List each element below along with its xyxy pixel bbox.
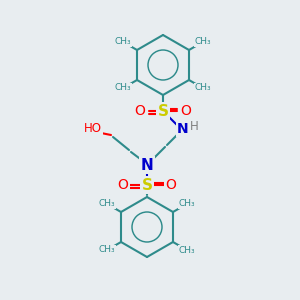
Text: CH₃: CH₃ bbox=[178, 200, 195, 208]
Text: N: N bbox=[177, 122, 189, 136]
Text: CH₃: CH₃ bbox=[115, 83, 131, 92]
Text: O: O bbox=[166, 178, 176, 192]
Text: O: O bbox=[181, 104, 191, 118]
Text: S: S bbox=[158, 103, 169, 118]
Text: CH₃: CH₃ bbox=[115, 38, 131, 46]
Text: CH₃: CH₃ bbox=[178, 245, 195, 254]
Text: CH₃: CH₃ bbox=[194, 38, 211, 46]
Text: S: S bbox=[142, 178, 152, 193]
Text: O: O bbox=[135, 104, 146, 118]
Text: CH₃: CH₃ bbox=[99, 245, 116, 254]
Text: H: H bbox=[190, 121, 198, 134]
Text: N: N bbox=[141, 158, 153, 172]
Text: CH₃: CH₃ bbox=[99, 200, 116, 208]
Text: O: O bbox=[118, 178, 128, 192]
Text: HO: HO bbox=[84, 122, 102, 134]
Text: CH₃: CH₃ bbox=[194, 83, 211, 92]
